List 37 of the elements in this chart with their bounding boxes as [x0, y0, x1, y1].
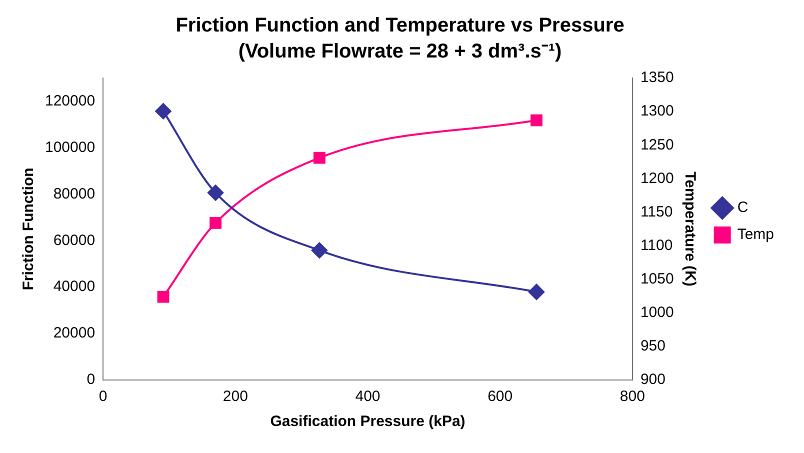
- x-tick-label: 400: [355, 388, 380, 406]
- legend-label: Temp: [737, 226, 774, 244]
- y-tick-label: 0: [86, 371, 96, 388]
- x-tick-label: 200: [222, 388, 248, 406]
- chart-subtitle: (Volume Flowrate = 28 + 3 dm³.s⁻¹): [238, 40, 562, 63]
- chart-title: Friction Function and Temperature vs Pressure: [176, 14, 624, 37]
- y-axis-title: Friction Function: [20, 168, 38, 290]
- y2-tick-label: 1350: [640, 69, 674, 86]
- legend-label: C: [737, 199, 748, 216]
- y2-tick-label: 1250: [640, 136, 674, 154]
- y2-tick-label: 1150: [640, 203, 673, 220]
- y2-tick-label: 1200: [640, 170, 674, 187]
- y2-tick-label: 1300: [640, 102, 674, 120]
- point: [528, 284, 544, 300]
- y2-tick-label: 900: [640, 371, 666, 388]
- y-tick-label: 40000: [53, 278, 96, 296]
- point: [208, 184, 224, 201]
- point: [155, 103, 172, 120]
- point: [210, 217, 222, 229]
- y2-tick-label: 1050: [640, 270, 674, 288]
- y2-tick-label: 1000: [640, 304, 674, 322]
- point: [530, 114, 542, 126]
- x-tick-label: 800: [620, 388, 645, 406]
- x-tick-label: 600: [488, 388, 513, 406]
- y2-axis-title: Temperature (K): [682, 172, 699, 286]
- x-tick-label: 0: [98, 388, 108, 406]
- y-tick-label: 20000: [53, 324, 96, 342]
- y2-tick-label: 1100: [640, 236, 673, 254]
- y-tick-label: 120000: [44, 92, 96, 110]
- x-axis-title: Gasification Pressure (kPa): [270, 413, 466, 430]
- y-tick-label: 100000: [44, 138, 96, 156]
- y2-tick-label: 950: [640, 338, 666, 355]
- point: [157, 290, 170, 303]
- y-tick-label: 80000: [53, 185, 96, 202]
- y-tick-label: 60000: [53, 232, 96, 249]
- point: [311, 242, 328, 258]
- point: [313, 152, 326, 164]
